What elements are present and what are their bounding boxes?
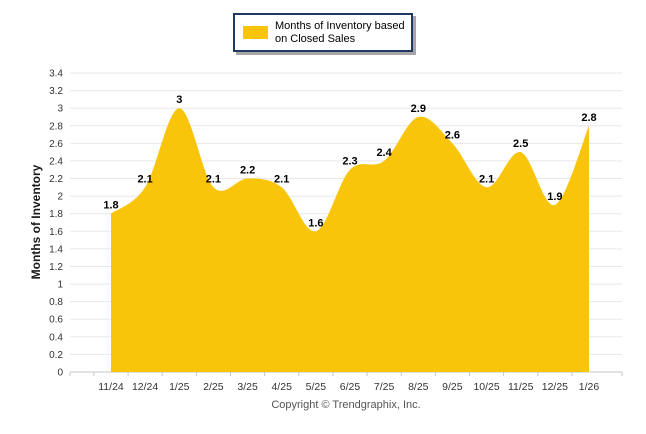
data-label: 2.8: [581, 112, 596, 124]
legend-label-line1: Months of Inventory based: [275, 19, 405, 32]
data-label: 2.1: [206, 173, 221, 185]
copyright: Copyright © Trendgraphix, Inc.: [271, 399, 421, 411]
y-tick-label: 1.2: [49, 262, 63, 273]
x-tick-label: 9/25: [442, 381, 463, 393]
y-tick-label: 2.2: [49, 174, 63, 185]
x-tick-label: 8/25: [408, 381, 429, 393]
y-tick-label: 0.8: [49, 297, 63, 308]
y-tick-label: 0.4: [49, 332, 63, 343]
x-tick-label: 7/25: [374, 381, 395, 393]
data-label: 2.9: [411, 103, 426, 115]
data-label: 2.6: [445, 129, 460, 141]
data-label: 2.4: [376, 147, 392, 159]
x-tick-label: 12/25: [542, 381, 568, 393]
y-tick-label: 0.6: [49, 315, 63, 326]
data-label: 2.3: [342, 156, 357, 168]
x-tick-label: 6/25: [340, 381, 361, 393]
y-tick-label: 3.4: [49, 69, 63, 80]
y-tick-label: 2: [57, 192, 63, 203]
y-tick-label: 2.4: [49, 156, 63, 167]
x-tick-label: 2/25: [203, 381, 224, 393]
x-tick-label: 1/25: [169, 381, 190, 393]
data-label: 2.1: [137, 173, 152, 185]
data-label: 2.2: [240, 165, 255, 177]
data-label: 2.1: [274, 173, 289, 185]
x-tick-label: 10/25: [473, 381, 499, 393]
data-label: 1.9: [547, 191, 562, 203]
y-tick-label: 2.6: [49, 139, 63, 150]
y-tick-label: 0: [57, 368, 63, 379]
legend-swatch: [243, 26, 268, 39]
data-label: 1.6: [308, 217, 323, 229]
data-label: 3: [176, 94, 182, 106]
data-label: 1.8: [103, 200, 118, 212]
area-series: [111, 108, 589, 372]
x-tick-label: 5/25: [306, 381, 327, 393]
y-tick-label: 1.8: [49, 209, 63, 220]
y-tick-label: 1.6: [49, 227, 63, 238]
x-tick-label: 11/25: [508, 381, 534, 393]
y-tick-label: 3: [57, 104, 63, 115]
y-tick-label: 1.4: [49, 244, 63, 255]
x-tick-label: 1/26: [579, 381, 600, 393]
y-tick-label: 1: [57, 280, 63, 291]
x-tick-label: 11/24: [98, 381, 124, 393]
data-label: 2.5: [513, 138, 528, 150]
x-tick-label: 3/25: [237, 381, 258, 393]
data-label: 2.1: [479, 173, 494, 185]
x-tick-label: 12/24: [132, 381, 158, 393]
x-tick-label: 4/25: [271, 381, 292, 393]
legend-label-line2: on Closed Sales: [275, 32, 356, 45]
legend-label: Months of Inventory based on Closed Sale…: [275, 20, 405, 46]
y-tick-label: 0.2: [49, 350, 63, 361]
y-tick-label: 2.8: [49, 121, 63, 132]
y-tick-label: 3.2: [49, 86, 63, 97]
legend: Months of Inventory based on Closed Sale…: [233, 13, 413, 52]
